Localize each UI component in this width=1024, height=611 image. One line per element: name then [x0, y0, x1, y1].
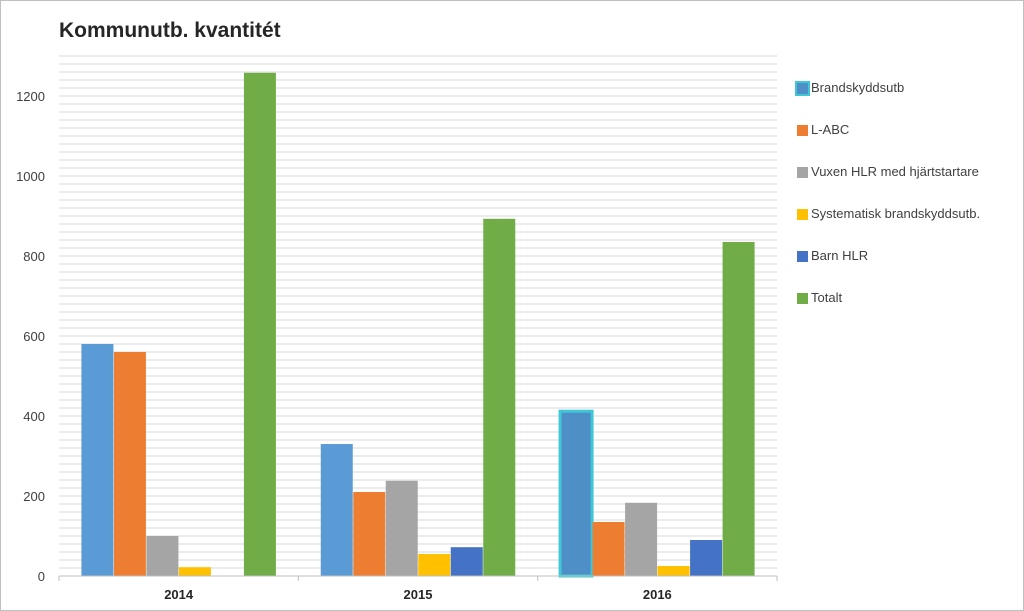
bar-systematisk-brandskyddsutb--2015 — [418, 554, 451, 576]
grid-lines — [59, 55, 777, 569]
legend-swatch — [797, 167, 808, 178]
bar-totalt-2015 — [483, 218, 516, 577]
legend-swatch — [797, 125, 808, 136]
x-tick-label: 2015 — [404, 587, 433, 602]
bar-brandskyddsutb-2016 — [558, 409, 594, 578]
legend-label: Barn HLR — [811, 248, 869, 263]
chart-title: Kommunutb. kvantitét — [59, 19, 281, 42]
legend-label: L-ABC — [811, 122, 850, 137]
y-tick-label: 400 — [23, 409, 45, 424]
bar-vuxen-hlr-med-hj-rtstartare-2015 — [385, 480, 418, 576]
bar-barn-hlr-2016 — [690, 540, 723, 576]
legend-label: Vuxen HLR med hjärtstartare — [811, 164, 979, 179]
x-tick-label: 2014 — [164, 587, 194, 602]
bar-l-abc-2016 — [592, 522, 625, 576]
bar-barn-hlr-2015 — [450, 547, 483, 576]
bar-l-abc-2015 — [353, 492, 386, 576]
legend-label: Brandskyddsutb — [811, 80, 905, 95]
bar-systematisk-brandskyddsutb--2016 — [657, 566, 690, 576]
y-tick-label: 600 — [23, 329, 45, 344]
legend-swatch — [797, 251, 808, 262]
bar-totalt-2016 — [722, 242, 755, 576]
bar-l-abc-2014 — [113, 352, 146, 576]
x-tick-label: 2016 — [643, 587, 672, 602]
bar-vuxen-hlr-med-hj-rtstartare-2016 — [625, 502, 658, 576]
y-tick-label: 1200 — [16, 89, 45, 104]
y-tick-label: 1000 — [16, 169, 45, 184]
legend-label: Systematisk brandskyddsutb. — [811, 206, 981, 221]
y-tick-label: 0 — [38, 569, 45, 584]
y-tick-label: 200 — [23, 489, 45, 504]
bar-brandskyddsutb-2014 — [81, 344, 114, 576]
bar-totalt-2014 — [243, 72, 276, 577]
bar-systematisk-brandskyddsutb--2014 — [178, 567, 211, 576]
legend-label: Totalt — [811, 290, 843, 305]
legend-swatch — [797, 83, 808, 94]
bar-brandskyddsutb-2015 — [320, 444, 353, 576]
y-tick-label: 800 — [23, 249, 45, 264]
legend-swatch — [797, 293, 808, 304]
bar-vuxen-hlr-med-hj-rtstartare-2014 — [146, 536, 179, 576]
legend-swatch — [797, 209, 808, 220]
